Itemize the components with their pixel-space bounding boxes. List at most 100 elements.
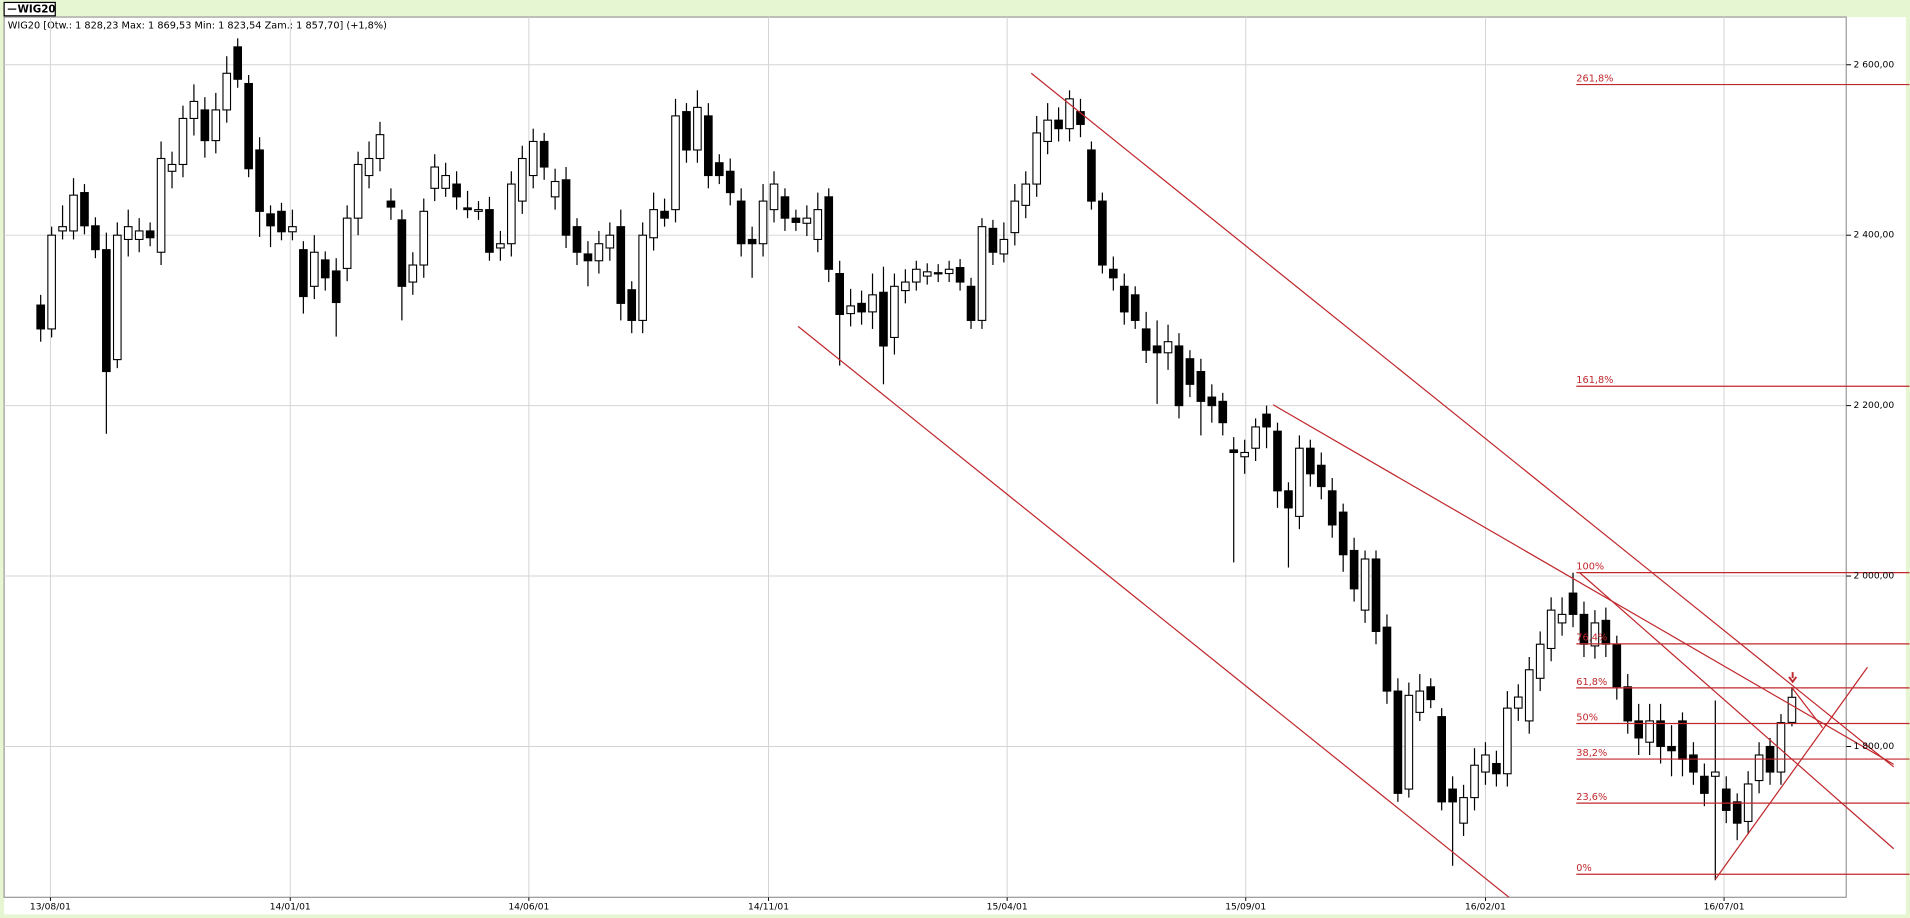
candle-body bbox=[1273, 430, 1282, 492]
candle-body bbox=[1393, 690, 1403, 794]
candle-body bbox=[1667, 745, 1676, 752]
candle-body bbox=[331, 270, 341, 304]
candle-body bbox=[288, 226, 297, 233]
trend-line bbox=[1030, 72, 1895, 768]
fib-label: 261,8% bbox=[1576, 73, 1613, 84]
y-tick-label: 2 600,00 bbox=[1854, 60, 1895, 70]
axes: 1 800,00 2 000,00 2 200,00 2 400,00 2 600,00… bbox=[30, 60, 1894, 912]
candle-body bbox=[572, 226, 582, 253]
candle-body bbox=[1196, 370, 1206, 402]
candle-body bbox=[539, 140, 549, 168]
x-tick-label: 13/08/01 bbox=[30, 903, 71, 913]
candle-body bbox=[780, 196, 790, 219]
x-tick-label: 14/11/01 bbox=[748, 903, 789, 913]
candle-body bbox=[342, 217, 352, 269]
candle-body bbox=[1492, 762, 1501, 775]
candle-body bbox=[1678, 720, 1687, 760]
candle-body bbox=[430, 166, 440, 189]
candle-body bbox=[911, 268, 921, 283]
trend-line bbox=[1714, 666, 1868, 880]
candle-body bbox=[419, 210, 429, 266]
candle-body bbox=[1787, 696, 1797, 723]
candle-body bbox=[1645, 720, 1654, 743]
marks bbox=[36, 38, 1797, 881]
tab[interactable] bbox=[3, 1, 56, 17]
candle-body bbox=[277, 210, 286, 233]
y-tick-label: 2 000,00 bbox=[1854, 572, 1895, 582]
candle-body bbox=[112, 234, 122, 361]
candle-body bbox=[178, 117, 188, 166]
candle-body bbox=[966, 285, 976, 321]
candle-body bbox=[616, 226, 626, 304]
candle-body bbox=[1054, 119, 1063, 130]
candle-body bbox=[813, 209, 823, 241]
candle-body bbox=[868, 294, 877, 313]
candle-body bbox=[1568, 592, 1578, 615]
x-tick-label: 14/06/01 bbox=[508, 903, 549, 913]
trend-line bbox=[1272, 404, 1895, 765]
candle-body bbox=[1327, 490, 1337, 526]
candle-body bbox=[1152, 345, 1162, 354]
candle-body bbox=[901, 281, 910, 292]
candle-body bbox=[561, 179, 571, 236]
candle-body bbox=[1185, 358, 1195, 385]
candle-body bbox=[879, 291, 888, 347]
candle-body bbox=[1590, 622, 1600, 647]
fib-label: 161,8% bbox=[1576, 375, 1613, 386]
candle-body bbox=[397, 219, 407, 287]
x-tick-label: 16/02/01 bbox=[1465, 903, 1506, 913]
candle-body bbox=[145, 230, 155, 239]
candle-body bbox=[682, 111, 691, 151]
candle-body bbox=[474, 209, 483, 212]
candle-body bbox=[58, 226, 67, 232]
candle-body bbox=[1349, 549, 1359, 590]
candle-body bbox=[1524, 669, 1534, 722]
candle-body bbox=[507, 183, 516, 245]
candle-body bbox=[791, 217, 801, 223]
candle-body bbox=[1503, 707, 1512, 775]
candle-body bbox=[1623, 686, 1633, 722]
candle-body bbox=[255, 149, 264, 212]
candle-body bbox=[299, 249, 308, 298]
candle-body bbox=[638, 234, 647, 321]
candle-body bbox=[463, 207, 472, 211]
candle-body bbox=[1032, 132, 1042, 185]
fib-label: 100% bbox=[1576, 562, 1604, 573]
candle-body bbox=[725, 170, 735, 194]
candle-body bbox=[1710, 771, 1720, 777]
candle-body bbox=[1700, 775, 1709, 794]
candle-body bbox=[496, 243, 505, 249]
candle-body bbox=[375, 134, 385, 160]
candle-body bbox=[704, 115, 713, 177]
candle-body bbox=[222, 72, 232, 111]
candle-body bbox=[649, 209, 658, 239]
y-tick-label: 2 200,00 bbox=[1854, 401, 1895, 411]
candle-body bbox=[583, 253, 593, 262]
candle-body bbox=[1295, 447, 1304, 517]
candle-body bbox=[102, 249, 111, 373]
candle-body bbox=[1459, 797, 1468, 824]
candle-body bbox=[134, 230, 144, 241]
candle-body bbox=[846, 305, 855, 315]
candle-body bbox=[1754, 754, 1764, 782]
candle-body bbox=[824, 196, 834, 270]
candle-body bbox=[1546, 609, 1556, 650]
candle-body bbox=[747, 238, 757, 245]
candle-body bbox=[1098, 200, 1107, 266]
trend-line bbox=[797, 325, 1510, 898]
candle-body bbox=[36, 304, 46, 330]
candle-body bbox=[1174, 345, 1184, 407]
candle-body bbox=[211, 109, 221, 142]
candle-body bbox=[441, 174, 450, 189]
candle-body bbox=[944, 268, 954, 275]
candle-body bbox=[69, 194, 78, 232]
candle-body bbox=[452, 183, 461, 198]
y-tick-label: 2 400,00 bbox=[1854, 231, 1895, 241]
candle-body bbox=[1306, 447, 1315, 475]
candle-body bbox=[977, 226, 987, 321]
candle-body bbox=[1065, 98, 1074, 130]
candle-body bbox=[714, 162, 724, 177]
candle-body bbox=[1448, 788, 1457, 803]
candle-body bbox=[528, 140, 538, 177]
candle-body bbox=[189, 100, 199, 119]
